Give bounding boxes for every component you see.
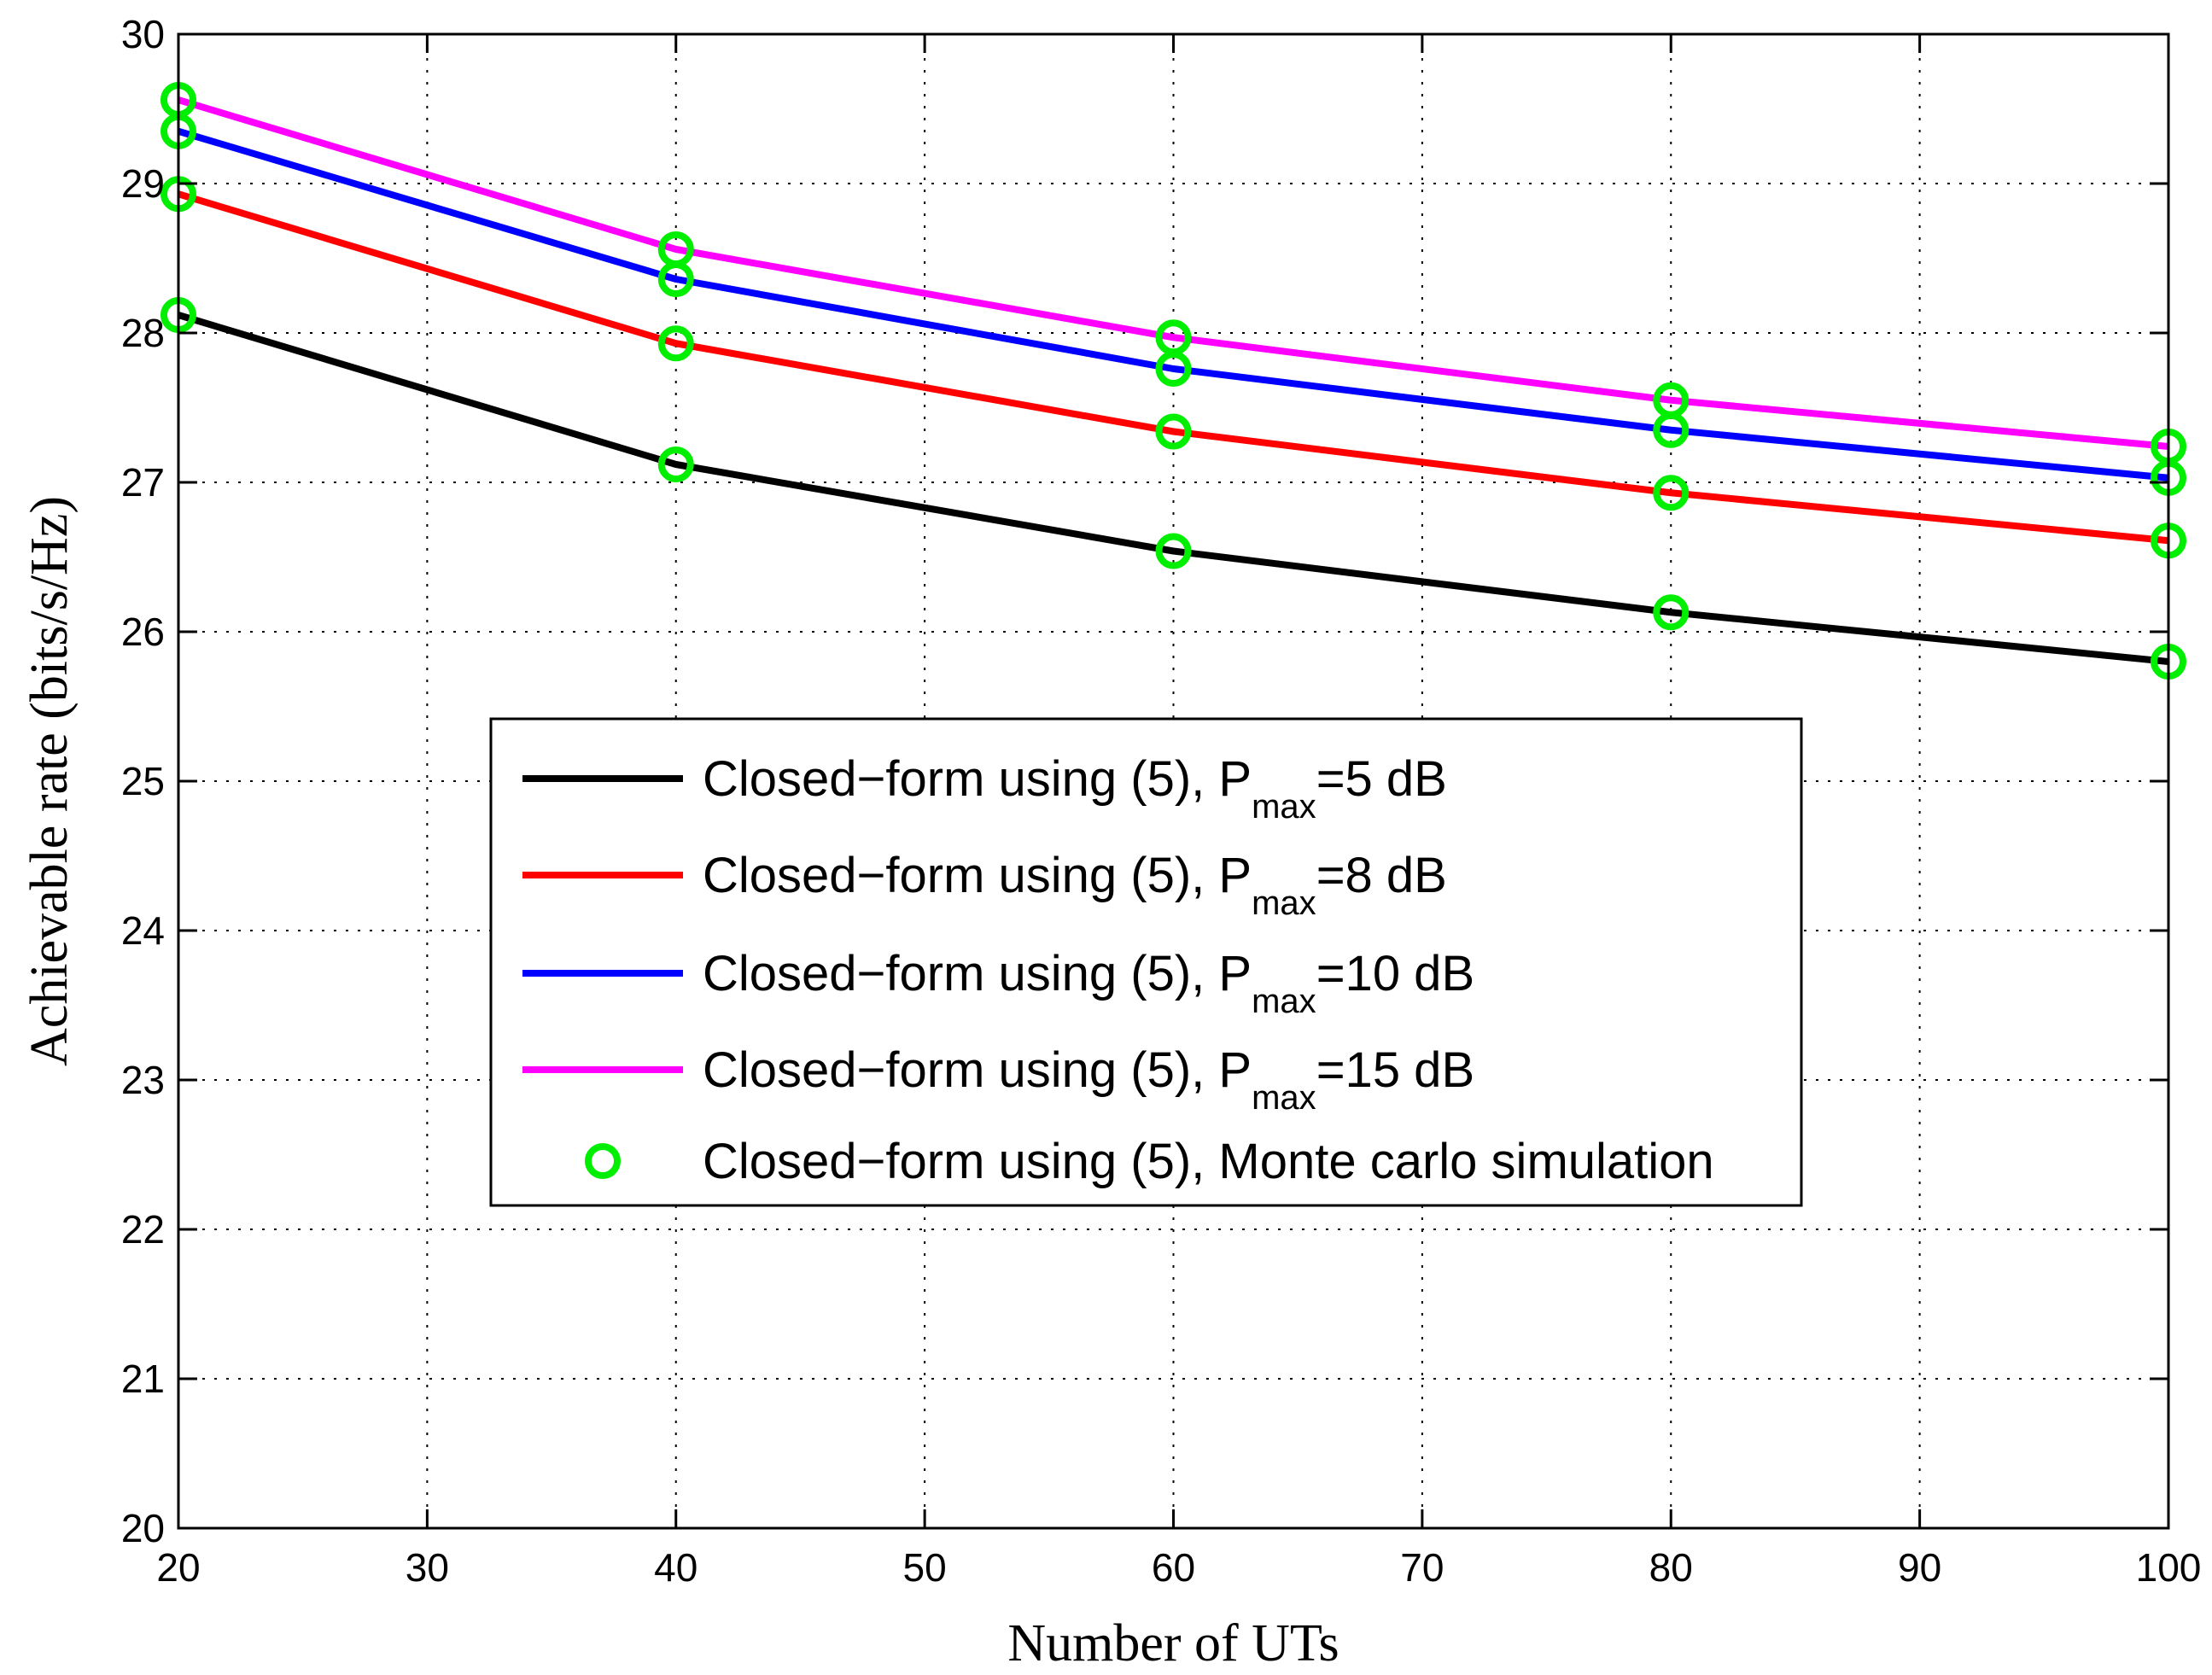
- monte-carlo-marker: [1155, 533, 1192, 569]
- y-tick-label: 22: [121, 1207, 165, 1252]
- axis-ticks: [177, 32, 2170, 1530]
- monte-carlo-marker: [1653, 475, 1690, 511]
- y-tick-label: 26: [121, 610, 165, 654]
- series-line-4: [177, 96, 2169, 450]
- legend-label-markers: Closed−form using (5), Monte carlo simul…: [703, 1134, 1714, 1189]
- monte-carlo-marker: [1155, 319, 1192, 356]
- series-line-2: [177, 190, 2169, 545]
- monte-carlo-marker: [1653, 382, 1690, 418]
- y-tick-label: 29: [121, 161, 165, 206]
- tick-labels: 20 30 40 50 60 70 80 90 100 20 21 22 23 24 25 26 27 28 29 3…: [121, 12, 2202, 1590]
- legend-label-1: Closed−form using (5), Pmax=5 dB: [703, 751, 1447, 826]
- y-tick-label: 23: [121, 1058, 165, 1102]
- x-axis-label: Number of UTs: [1007, 1614, 1339, 1672]
- monte-carlo-marker: [1155, 413, 1192, 450]
- legend-label-3: Closed−form using (5), Pmax=10 dB: [703, 946, 1474, 1020]
- monte-carlo-marker: [657, 231, 694, 267]
- x-tick-label: 20: [156, 1545, 200, 1590]
- series-line-1: [177, 312, 2169, 665]
- grid: [178, 34, 2168, 1528]
- y-tick-label: 24: [121, 908, 165, 953]
- monte-carlo-marker: [1653, 594, 1690, 631]
- legend-box: [489, 717, 1803, 1207]
- y-tick-label: 21: [121, 1357, 165, 1401]
- series-line-3: [177, 127, 2169, 481]
- y-tick-label: 28: [121, 311, 165, 355]
- y-tick-label: 30: [121, 12, 165, 56]
- x-tick-label: 100: [2136, 1545, 2202, 1590]
- x-tick-label: 30: [406, 1545, 449, 1590]
- x-tick-label: 70: [1400, 1545, 1444, 1590]
- monte-carlo-marker: [657, 325, 694, 362]
- x-tick-label: 50: [903, 1545, 947, 1590]
- x-tick-label: 60: [1152, 1545, 1195, 1590]
- x-tick-label: 40: [654, 1545, 697, 1590]
- y-tick-label: 27: [121, 460, 165, 505]
- legend: Closed−form using (5), Pmax=5 dB Closed−f…: [489, 717, 1803, 1207]
- y-axis-label: Achievable rate (bits/s/Hz): [20, 496, 79, 1066]
- y-tick-label: 20: [121, 1506, 165, 1550]
- legend-label-2: Closed−form using (5), Pmax=8 dB: [703, 848, 1447, 922]
- legend-label-4: Closed−form using (5), Pmax=15 dB: [703, 1042, 1474, 1117]
- series-lines: [177, 96, 2169, 665]
- monte-carlo-marker: [657, 446, 694, 482]
- legend-marker: [585, 1143, 621, 1179]
- x-tick-label: 80: [1649, 1545, 1693, 1590]
- y-tick-label: 25: [121, 759, 165, 803]
- x-tick-label: 90: [1898, 1545, 1941, 1590]
